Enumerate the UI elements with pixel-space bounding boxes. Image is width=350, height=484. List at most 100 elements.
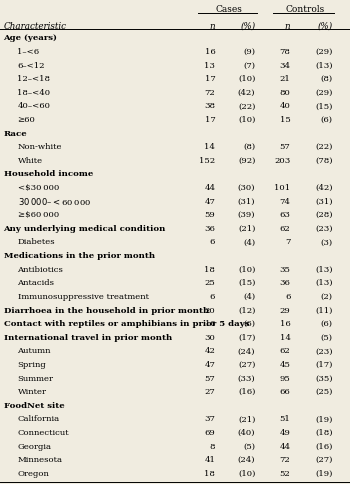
Text: 63: 63: [280, 211, 290, 219]
Text: Winter: Winter: [18, 387, 47, 395]
Text: 6–<12: 6–<12: [18, 61, 45, 69]
Text: (25): (25): [315, 387, 332, 395]
Text: (18): (18): [315, 428, 332, 436]
Text: (31): (31): [238, 197, 256, 205]
Text: $30 000–<$60 000: $30 000–<$60 000: [18, 196, 91, 207]
Text: (6): (6): [320, 116, 332, 124]
Text: (9): (9): [243, 48, 255, 56]
Text: (39): (39): [238, 211, 256, 219]
Text: Antibiotics: Antibiotics: [18, 265, 63, 273]
Text: California: California: [18, 414, 60, 423]
Text: 52: 52: [280, 469, 290, 477]
Text: (19): (19): [315, 469, 332, 477]
Text: (42): (42): [315, 183, 332, 192]
Text: 17: 17: [204, 116, 215, 124]
Text: (40): (40): [238, 428, 256, 436]
Text: (8): (8): [243, 143, 255, 151]
Text: 27: 27: [204, 387, 215, 395]
Text: (10): (10): [238, 116, 256, 124]
Text: Connecticut: Connecticut: [18, 428, 69, 436]
Text: 37: 37: [204, 414, 215, 423]
Text: Any underlying medical condition: Any underlying medical condition: [4, 225, 166, 232]
Text: Autumn: Autumn: [18, 347, 51, 355]
Text: Cases: Cases: [216, 5, 243, 14]
Text: 36: 36: [280, 279, 290, 287]
Text: 78: 78: [280, 48, 290, 56]
Text: 203: 203: [274, 156, 290, 165]
Text: Immunosuppressive treatment: Immunosuppressive treatment: [18, 292, 148, 300]
Text: 16: 16: [280, 319, 290, 328]
Text: (29): (29): [315, 89, 332, 97]
Text: (%): (%): [317, 22, 332, 31]
Text: (13): (13): [315, 279, 332, 287]
Text: 12–<18: 12–<18: [18, 75, 50, 83]
Text: 18–<40: 18–<40: [18, 89, 51, 97]
Text: ≥60: ≥60: [18, 116, 35, 124]
Text: 6: 6: [210, 238, 215, 246]
Text: 74: 74: [280, 197, 290, 205]
Text: 36: 36: [204, 225, 215, 232]
Text: (11): (11): [315, 306, 332, 314]
Text: 10: 10: [204, 319, 215, 328]
Text: (6): (6): [320, 319, 332, 328]
Text: Oregon: Oregon: [18, 469, 49, 477]
Text: 16: 16: [204, 48, 215, 56]
Text: (29): (29): [315, 48, 332, 56]
Text: (5): (5): [320, 333, 332, 341]
Text: (15): (15): [315, 102, 332, 110]
Text: 18: 18: [204, 265, 215, 273]
Text: (35): (35): [315, 374, 332, 382]
Text: 42: 42: [204, 347, 215, 355]
Text: 38: 38: [204, 102, 215, 110]
Text: 6: 6: [285, 292, 290, 300]
Text: (13): (13): [315, 61, 332, 69]
Text: 72: 72: [204, 89, 215, 97]
Text: International travel in prior month: International travel in prior month: [4, 333, 172, 341]
Text: FoodNet site: FoodNet site: [4, 401, 64, 409]
Text: (%): (%): [240, 22, 256, 31]
Text: Diarrhoea in the household in prior month: Diarrhoea in the household in prior mont…: [4, 306, 209, 314]
Text: (23): (23): [315, 347, 332, 355]
Text: (28): (28): [315, 211, 332, 219]
Text: (31): (31): [315, 197, 332, 205]
Text: (23): (23): [315, 225, 332, 232]
Text: 20: 20: [204, 306, 215, 314]
Text: 1–<6: 1–<6: [18, 48, 40, 56]
Text: 45: 45: [280, 360, 290, 368]
Text: (78): (78): [315, 156, 332, 165]
Text: 69: 69: [204, 428, 215, 436]
Text: 47: 47: [204, 197, 215, 205]
Text: (21): (21): [238, 225, 256, 232]
Text: (6): (6): [243, 319, 255, 328]
Text: 30: 30: [204, 333, 215, 341]
Text: (3): (3): [320, 238, 332, 246]
Text: (42): (42): [238, 89, 256, 97]
Text: ≥$60 000: ≥$60 000: [18, 211, 59, 219]
Text: Household income: Household income: [4, 170, 93, 178]
Text: (17): (17): [315, 360, 332, 368]
Text: White: White: [18, 156, 43, 165]
Text: (16): (16): [315, 442, 332, 450]
Text: 44: 44: [204, 183, 215, 192]
Text: 15: 15: [280, 116, 290, 124]
Text: 95: 95: [280, 374, 290, 382]
Text: 34: 34: [280, 61, 290, 69]
Text: (12): (12): [238, 306, 256, 314]
Text: Minnesota: Minnesota: [18, 455, 63, 463]
Text: (30): (30): [238, 183, 256, 192]
Text: 40–<60: 40–<60: [18, 102, 50, 110]
Text: 14: 14: [204, 143, 215, 151]
Text: <$30 000: <$30 000: [18, 183, 59, 192]
Text: n: n: [210, 22, 215, 31]
Text: 14: 14: [280, 333, 290, 341]
Text: 59: 59: [204, 211, 215, 219]
Text: 57: 57: [204, 374, 215, 382]
Text: (24): (24): [238, 347, 256, 355]
Text: 25: 25: [204, 279, 215, 287]
Text: Diabetes: Diabetes: [18, 238, 55, 246]
Text: 13: 13: [204, 61, 215, 69]
Text: 49: 49: [280, 428, 290, 436]
Text: Summer: Summer: [18, 374, 54, 382]
Text: (16): (16): [238, 387, 256, 395]
Text: (19): (19): [315, 414, 332, 423]
